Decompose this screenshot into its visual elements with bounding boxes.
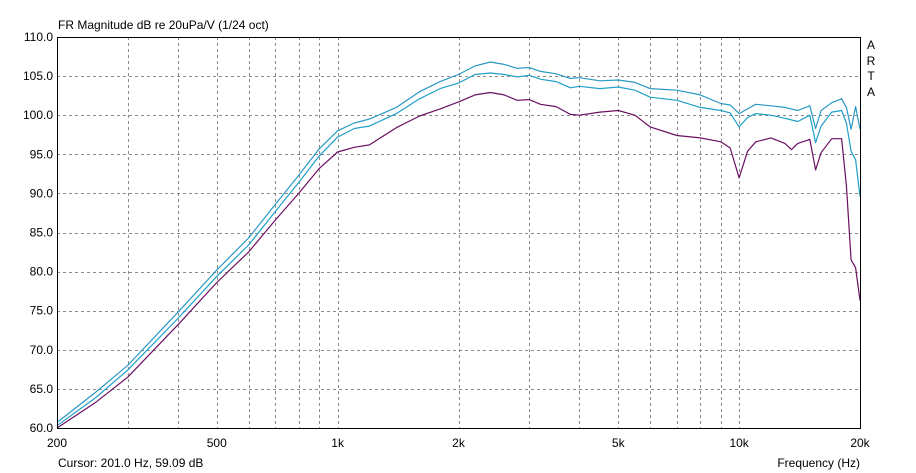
y-tick-labels: 60.0 65.0 70.0 75.0 80.0 85.0 90.0 95.0 100.0 105… bbox=[23, 30, 53, 435]
y-tick-label: 105.0 bbox=[23, 69, 53, 83]
arta-brand-label: A R T A bbox=[864, 38, 878, 100]
x-tick-label: 2k bbox=[452, 436, 466, 450]
series-line bbox=[56, 61, 861, 423]
x-tick-label: 500 bbox=[207, 436, 227, 450]
x-tick-label: 10k bbox=[729, 436, 749, 450]
brand-letter: R bbox=[866, 53, 876, 68]
series-line bbox=[56, 91, 861, 429]
cursor-readout: Cursor: 201.0 Hz, 59.09 dB bbox=[58, 456, 204, 470]
y-tick-label: 60.0 bbox=[30, 421, 54, 435]
y-tick-label: 100.0 bbox=[23, 108, 53, 122]
x-axis-label: Frequency (Hz) bbox=[777, 456, 860, 470]
x-tick-label: 200 bbox=[47, 436, 67, 450]
y-tick-label: 85.0 bbox=[30, 226, 54, 240]
series-lines bbox=[56, 61, 861, 429]
y-tick-label: 70.0 bbox=[30, 343, 54, 357]
plot-frame bbox=[57, 37, 861, 429]
brand-letter: A bbox=[866, 38, 875, 52]
x-tick-labels: 200 500 1k 2k 5k 10k 20k bbox=[47, 436, 871, 450]
grid-lines bbox=[57, 37, 860, 428]
brand-letter: T bbox=[867, 69, 875, 83]
x-tick-label: 1k bbox=[331, 436, 345, 450]
x-tick-label: 20k bbox=[850, 436, 870, 450]
y-tick-label: 80.0 bbox=[30, 265, 54, 279]
y-tick-label: 110.0 bbox=[24, 30, 53, 44]
y-tick-label: 65.0 bbox=[30, 382, 54, 396]
y-tick-label: 75.0 bbox=[30, 304, 54, 318]
series-line bbox=[56, 72, 861, 427]
chart-title: FR Magnitude dB re 20uPa/V (1/24 oct) bbox=[58, 18, 269, 32]
x-tick-label: 5k bbox=[612, 436, 626, 450]
brand-letter: A bbox=[866, 84, 875, 99]
y-tick-label: 95.0 bbox=[30, 147, 54, 161]
y-tick-label: 90.0 bbox=[30, 186, 54, 200]
